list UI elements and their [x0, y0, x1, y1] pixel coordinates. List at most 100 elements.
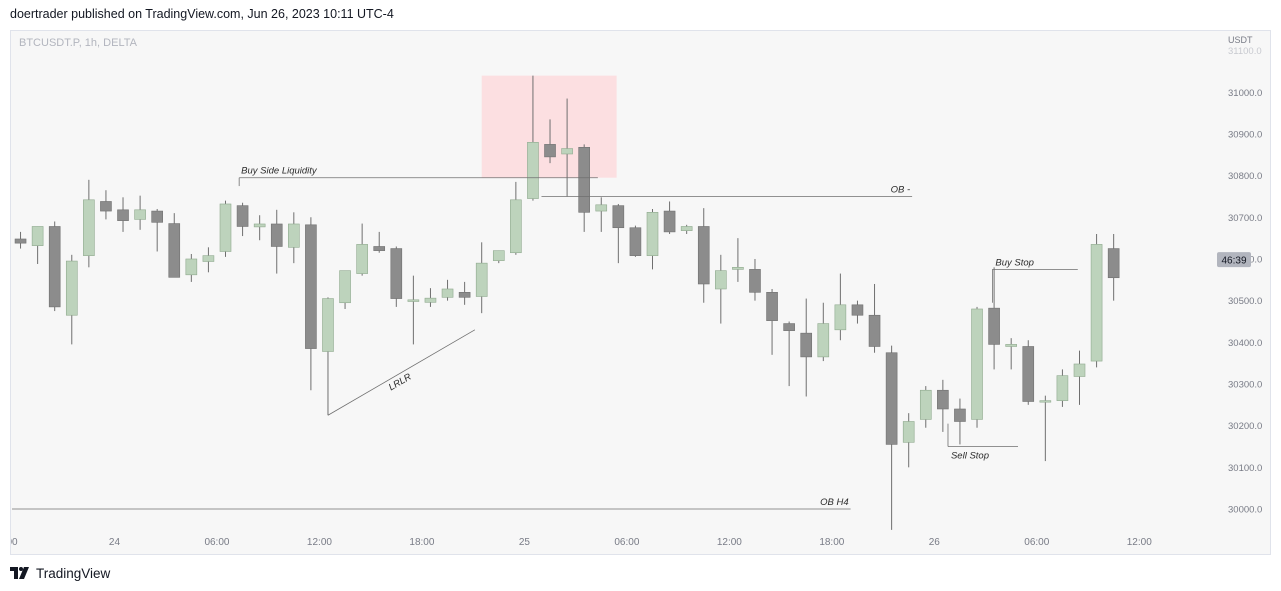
- candle: [988, 267, 1000, 370]
- candle: [475, 242, 488, 314]
- candle-body: [715, 270, 727, 290]
- candle-body: [236, 205, 249, 227]
- candle-body: [800, 332, 813, 358]
- candle: [134, 195, 146, 230]
- buy-side-liquidity-label: Buy Side Liquidity: [241, 166, 318, 177]
- candle: [168, 213, 181, 278]
- candle-body: [595, 204, 608, 212]
- candle-body: [868, 314, 881, 347]
- candle: [356, 223, 368, 276]
- x-tick-label: 06:00: [1024, 537, 1049, 548]
- candle: [1005, 338, 1017, 370]
- candle: [732, 238, 744, 282]
- lrlr-line: [327, 329, 476, 416]
- candle-body: [390, 248, 403, 299]
- candle-body: [971, 308, 983, 420]
- candle: [253, 215, 266, 241]
- candle: [578, 144, 590, 232]
- candle-body: [885, 352, 898, 445]
- x-tick-label: 25: [519, 537, 531, 548]
- y-tick-label: 30400.0: [1228, 338, 1262, 349]
- candle-body: [749, 269, 761, 293]
- y-tick-label: 31000.0: [1228, 88, 1262, 99]
- candle: [65, 254, 78, 345]
- candle-body: [305, 224, 317, 349]
- candle: [954, 398, 966, 445]
- candle: [1107, 233, 1120, 301]
- candle-body: [919, 389, 932, 420]
- candle: [800, 298, 813, 397]
- x-tick-label: 00: [11, 537, 18, 548]
- candle: [14, 231, 27, 249]
- candle: [441, 279, 454, 301]
- candle: [510, 181, 522, 255]
- candle: [305, 217, 317, 391]
- x-tick-label: 26: [929, 537, 941, 548]
- candle-body: [441, 288, 454, 298]
- candle: [1056, 369, 1069, 407]
- candle-body: [902, 421, 915, 443]
- candle: [715, 254, 727, 324]
- candle-body: [1005, 344, 1017, 347]
- lrlr-label: LRLR: [387, 371, 414, 393]
- candle-body: [629, 227, 642, 256]
- candle: [48, 221, 61, 312]
- candle: [834, 273, 847, 341]
- candle-body: [322, 298, 334, 352]
- candle-body: [697, 226, 710, 285]
- x-tick-label: 24: [109, 537, 121, 548]
- candle-body: [1107, 248, 1120, 279]
- candle-body: [561, 148, 573, 155]
- candle: [902, 413, 915, 468]
- ob-h4-label: OB H4: [820, 497, 849, 508]
- candle: [595, 197, 608, 232]
- candle: [492, 250, 505, 264]
- candle-body: [1073, 363, 1086, 377]
- candle: [339, 270, 351, 309]
- candle-body: [680, 226, 693, 231]
- candle-body: [14, 238, 27, 244]
- candlestick-chart[interactable]: BTCUSDT.P, 1h, DELTA Buy Side Liquidity OB…: [11, 31, 1272, 556]
- candle-body: [544, 144, 556, 158]
- candle-body: [31, 226, 44, 246]
- candle: [646, 208, 659, 270]
- candle-body: [1039, 400, 1052, 403]
- candle: [151, 208, 163, 252]
- candle-body: [475, 262, 488, 297]
- candle: [373, 231, 386, 253]
- candle-body: [253, 223, 266, 228]
- candle: [270, 209, 283, 274]
- brand-label: TradingView: [36, 565, 111, 581]
- chart-panel[interactable]: BTCUSDT.P, 1h, DELTA Buy Side Liquidity OB…: [10, 30, 1271, 555]
- candle-body: [202, 255, 215, 262]
- candle-body: [356, 244, 368, 274]
- candle: [680, 224, 693, 234]
- candle-body: [492, 250, 505, 261]
- candle-body: [851, 304, 864, 316]
- y-tick-label: 30200.0: [1228, 421, 1262, 432]
- candle: [236, 202, 249, 237]
- candle: [202, 247, 215, 273]
- candle-body: [1056, 375, 1069, 401]
- supply-zone-box: [481, 75, 617, 178]
- candle-body: [1022, 346, 1035, 402]
- candle-body: [646, 212, 659, 256]
- buy-stop-label: Buy Stop: [995, 257, 1034, 268]
- countdown-tag-label: 46:39: [1221, 256, 1246, 267]
- candle: [817, 302, 830, 362]
- candle-body: [458, 292, 471, 298]
- candle-body: [407, 299, 420, 302]
- tradingview-brand[interactable]: TradingView: [10, 565, 110, 581]
- candle-body: [527, 142, 539, 199]
- y-tick-label: 30100.0: [1228, 463, 1262, 474]
- candle: [288, 212, 300, 264]
- candle-body: [339, 270, 351, 304]
- candle-body: [578, 147, 590, 213]
- x-tick-label: 06:00: [614, 537, 639, 548]
- candle-body: [937, 389, 949, 410]
- ob-minus-label: OB -: [891, 184, 911, 195]
- candle-body: [817, 323, 830, 358]
- candle-body: [424, 297, 437, 303]
- candle: [885, 345, 898, 530]
- candle-body: [373, 246, 386, 251]
